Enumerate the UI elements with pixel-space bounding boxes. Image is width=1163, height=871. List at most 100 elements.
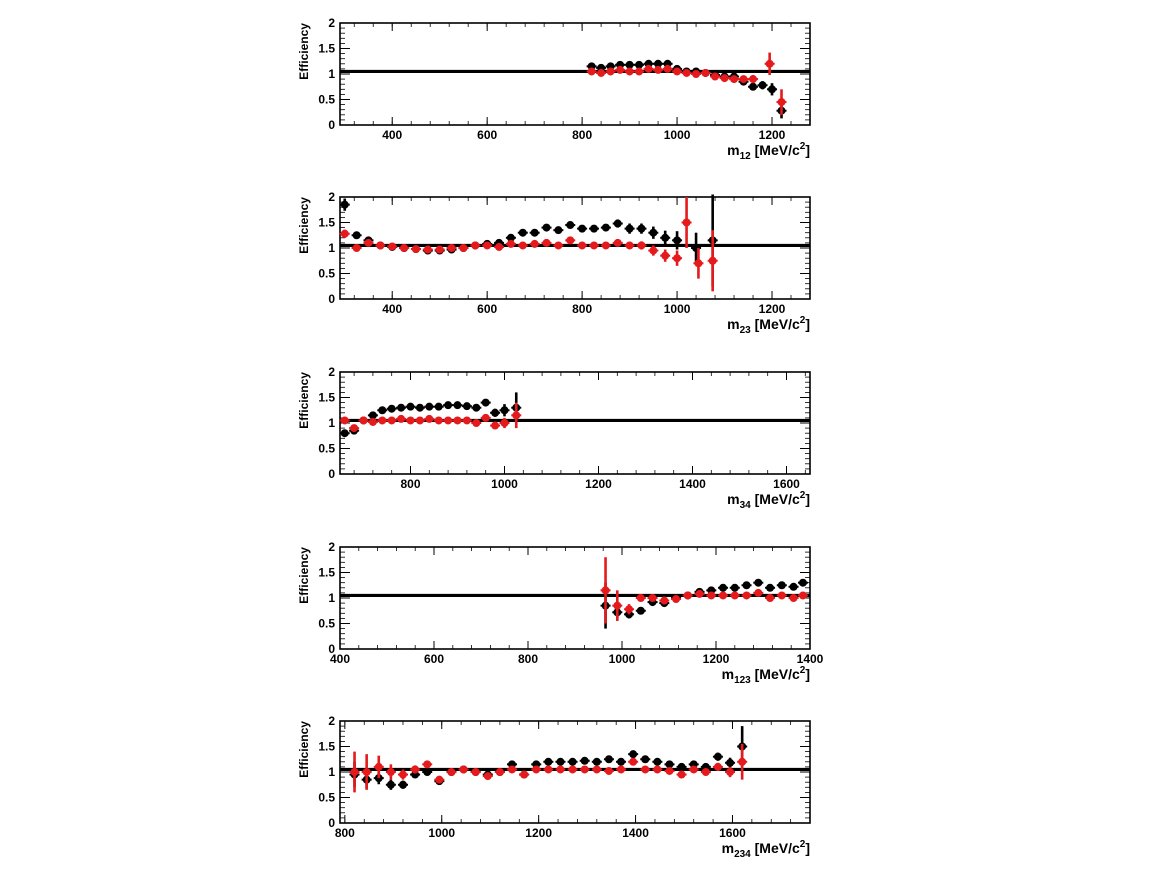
marker <box>689 765 698 774</box>
data-point <box>640 765 651 774</box>
data-point <box>414 416 425 425</box>
marker <box>616 65 625 74</box>
marker <box>637 224 646 233</box>
data-point <box>616 757 627 766</box>
marker <box>434 402 443 411</box>
efficiency-panel-4: 0 0.5 1 1.5 2 400 600 800 1000 1200 1400 Efficiency… <box>297 540 824 686</box>
data-point <box>738 75 749 84</box>
data-point <box>494 768 505 776</box>
data-point <box>422 768 433 776</box>
data-point <box>433 416 444 425</box>
data-point <box>396 403 407 412</box>
marker <box>617 765 626 774</box>
marker <box>654 65 663 74</box>
data-point <box>718 591 729 600</box>
data-point <box>765 583 776 592</box>
data-point <box>505 233 516 242</box>
data-point <box>753 578 764 587</box>
marker <box>362 768 371 776</box>
marker <box>532 765 541 774</box>
x-axis-label: m23 [MeV/c2] <box>727 315 810 336</box>
data-point <box>499 417 510 429</box>
data-point <box>664 766 675 775</box>
data-point <box>653 59 664 68</box>
marker <box>352 244 361 252</box>
data-point <box>377 406 388 415</box>
data-point <box>605 67 616 76</box>
marker <box>636 594 645 602</box>
data-point <box>712 752 723 761</box>
marker <box>701 68 710 77</box>
marker <box>730 583 739 592</box>
x-tick-label: 1200 <box>703 652 730 666</box>
marker <box>447 244 456 252</box>
marker <box>660 596 669 605</box>
marker <box>677 770 686 779</box>
marker <box>415 416 424 425</box>
x-axis-label-unit: [MeV/c <box>751 316 800 332</box>
marker <box>340 200 349 209</box>
x-tick-label: 1600 <box>719 826 746 840</box>
data-point <box>446 244 457 252</box>
data-point <box>529 228 540 237</box>
data-point <box>624 60 635 69</box>
data-point <box>653 65 664 74</box>
data-point <box>565 221 576 230</box>
data-point <box>616 765 627 774</box>
data-point <box>494 242 505 251</box>
marker <box>661 251 670 260</box>
marker <box>495 242 504 251</box>
marker <box>388 242 397 251</box>
marker <box>397 403 406 412</box>
data-point <box>553 241 564 250</box>
marker <box>406 402 415 411</box>
data-point <box>499 404 510 417</box>
data-point <box>482 241 493 250</box>
marker <box>720 74 729 83</box>
data-point <box>710 72 721 81</box>
y-tick-label: 1 <box>328 67 335 81</box>
data-point <box>624 223 635 234</box>
marker <box>506 239 515 248</box>
data-point <box>624 241 635 250</box>
data-point <box>700 768 711 776</box>
data-point <box>490 421 501 430</box>
marker <box>719 583 728 592</box>
data-point <box>662 64 673 73</box>
marker <box>749 82 758 91</box>
marker <box>453 401 462 410</box>
y-tick-label: 1.5 <box>318 391 335 405</box>
marker <box>459 244 468 252</box>
x-axis-label-sup: 2 <box>800 141 806 152</box>
marker <box>411 245 420 254</box>
marker <box>673 67 682 76</box>
data-point <box>579 765 590 774</box>
marker <box>368 411 377 420</box>
series-black <box>586 59 787 119</box>
data-point <box>748 82 759 91</box>
y-tick-label: 1.5 <box>318 42 335 56</box>
marker <box>359 416 368 425</box>
marker <box>635 60 644 69</box>
data-point <box>767 83 778 96</box>
y-tick-label: 1.5 <box>318 216 335 230</box>
x-axis-label-sup: 2 <box>800 665 806 676</box>
marker <box>713 762 722 771</box>
data-point <box>577 224 588 233</box>
marker <box>500 419 509 427</box>
data-point <box>693 248 704 279</box>
data-point <box>741 591 752 600</box>
plot-frame <box>339 22 811 126</box>
x-tick-label: 1400 <box>622 826 649 840</box>
marker <box>483 241 492 250</box>
data-point <box>424 414 435 423</box>
y-tick-label: 2 <box>328 365 335 379</box>
data-point <box>434 775 445 784</box>
y-tick-label: 2 <box>328 714 335 728</box>
marker <box>701 768 710 776</box>
data-point <box>636 241 647 250</box>
data-point <box>765 594 776 602</box>
x-tick-label: 600 <box>424 652 444 666</box>
marker <box>708 256 717 265</box>
